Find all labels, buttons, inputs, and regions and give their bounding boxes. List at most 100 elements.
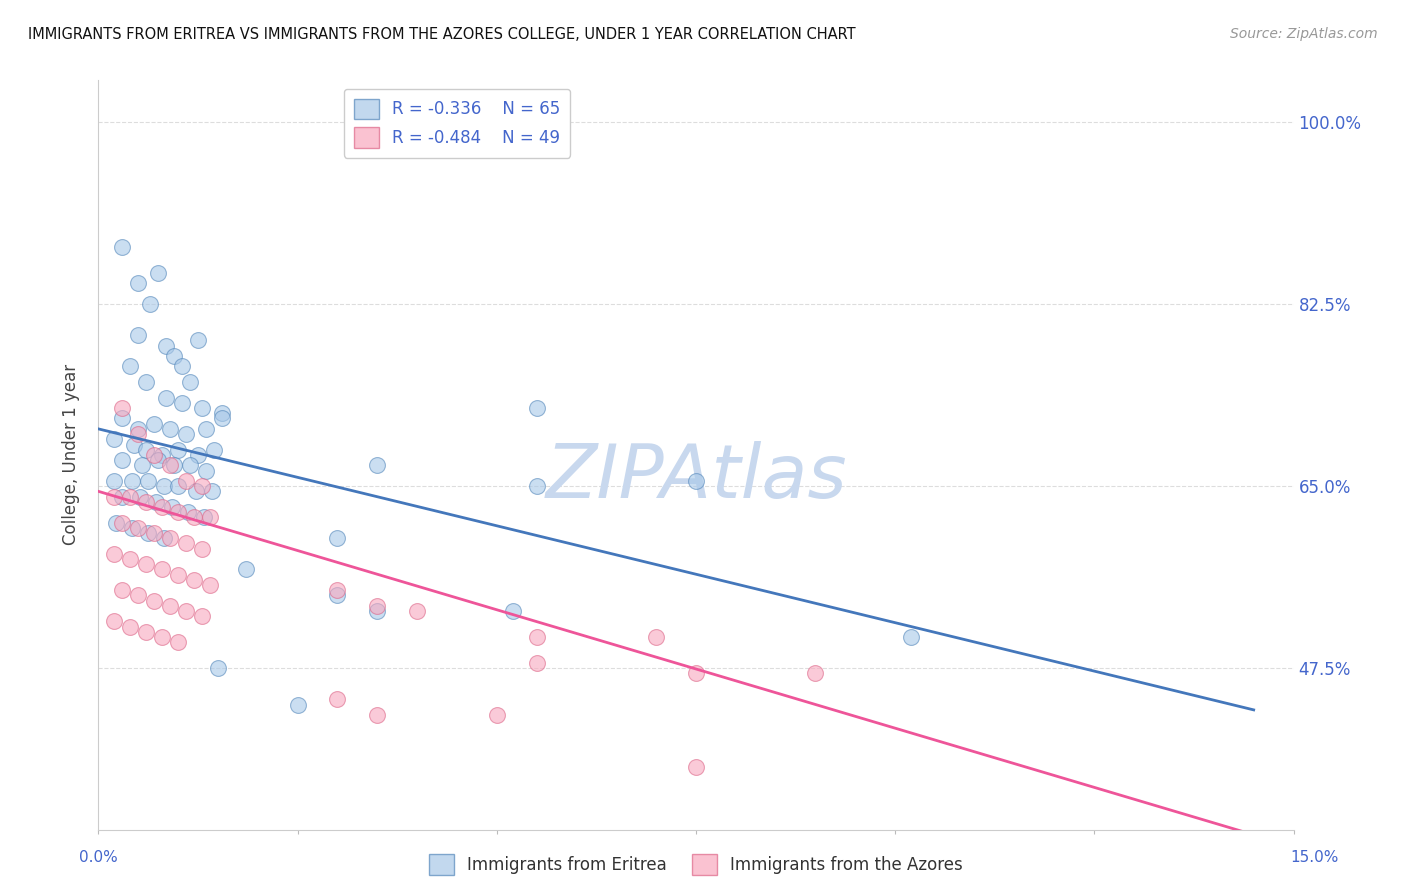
Point (120, 552, 142, 566)
Point (155, 339, 177, 353)
Point (136, 474, 159, 488)
Point (900, 630, 922, 644)
Point (152, 479, 174, 493)
Point (406, 604, 429, 618)
Point (103, 490, 125, 504)
Text: 15.0%: 15.0% (1291, 850, 1339, 865)
Point (526, 401, 548, 416)
Point (120, 490, 142, 504)
Point (179, 458, 201, 473)
Point (485, 708, 508, 723)
Point (143, 417, 166, 431)
Point (127, 589, 149, 603)
Point (103, 547, 125, 561)
Point (121, 521, 143, 535)
Point (150, 448, 173, 462)
Point (172, 396, 194, 410)
Point (191, 609, 214, 624)
Point (211, 406, 233, 420)
Point (167, 442, 190, 457)
Point (120, 359, 142, 374)
Point (163, 458, 186, 473)
Point (127, 277, 149, 291)
Point (150, 562, 173, 576)
Point (191, 401, 214, 416)
Point (366, 604, 388, 618)
Point (187, 448, 209, 462)
Point (163, 349, 186, 363)
Point (120, 620, 142, 634)
Point (160, 500, 183, 514)
Point (326, 583, 349, 598)
Point (195, 422, 218, 436)
Point (326, 531, 349, 545)
Point (174, 474, 197, 488)
Point (176, 505, 198, 519)
Point (184, 484, 207, 499)
Point (124, 437, 146, 451)
Point (526, 479, 548, 493)
Y-axis label: College, Under 1 year: College, Under 1 year (62, 364, 80, 546)
Point (179, 375, 201, 389)
Point (172, 359, 194, 374)
Point (103, 433, 125, 447)
Point (127, 427, 149, 442)
Point (103, 615, 125, 629)
Point (135, 442, 157, 457)
Point (150, 500, 173, 514)
Point (143, 525, 166, 540)
Point (128, 490, 150, 504)
Point (526, 630, 548, 644)
Point (127, 328, 149, 343)
Point (111, 490, 134, 504)
Point (111, 516, 134, 530)
Point (202, 442, 225, 457)
Point (174, 536, 197, 550)
Point (111, 411, 134, 425)
Text: Source: ZipAtlas.com: Source: ZipAtlas.com (1230, 27, 1378, 41)
Point (174, 427, 197, 442)
Point (111, 583, 134, 598)
Point (127, 422, 149, 436)
Point (183, 573, 205, 587)
Point (167, 567, 190, 582)
Point (366, 599, 388, 613)
Point (287, 698, 309, 712)
Point (804, 666, 827, 681)
Point (193, 510, 215, 524)
Point (159, 458, 181, 473)
Point (195, 464, 218, 478)
Point (366, 458, 388, 473)
Point (127, 521, 149, 535)
Point (167, 479, 190, 493)
Point (111, 453, 134, 467)
Point (159, 422, 181, 436)
Text: ZIPAtlas: ZIPAtlas (546, 442, 846, 514)
Point (131, 458, 153, 473)
Point (198, 578, 221, 592)
Point (139, 297, 162, 311)
Point (135, 375, 157, 389)
Point (211, 411, 233, 425)
Point (326, 589, 349, 603)
Point (191, 479, 214, 493)
Point (143, 593, 166, 607)
Point (103, 474, 125, 488)
Point (152, 531, 174, 545)
Point (366, 708, 388, 723)
Point (148, 453, 170, 467)
Point (104, 516, 127, 530)
Point (148, 266, 170, 280)
Point (685, 760, 707, 774)
Point (135, 557, 157, 572)
Point (326, 692, 349, 706)
Point (174, 604, 197, 618)
Point (183, 510, 205, 524)
Point (150, 630, 173, 644)
Point (685, 474, 707, 488)
Point (159, 531, 181, 545)
Point (502, 604, 524, 618)
Point (198, 510, 221, 524)
Point (167, 505, 190, 519)
Point (235, 562, 257, 576)
